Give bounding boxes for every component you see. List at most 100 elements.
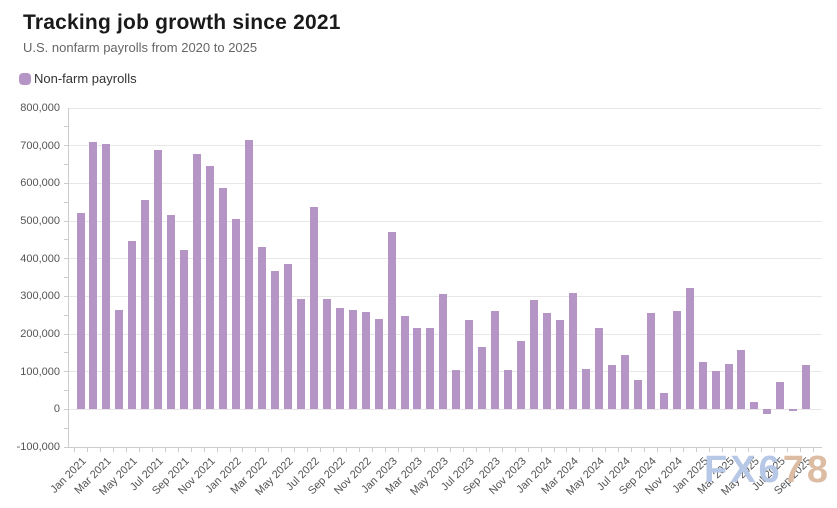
bar-jun-2022[interactable] — [296, 298, 305, 410]
bar-oct-2021[interactable] — [193, 154, 202, 410]
bar-jun-2024[interactable] — [607, 364, 616, 410]
chart-subtitle: U.S. nonfarm payrolls from 2020 to 2025 — [23, 40, 258, 55]
y-axis-label: 500,000 — [20, 215, 60, 227]
x-axis-tick — [773, 448, 775, 452]
bar-jan-2022[interactable] — [232, 219, 241, 410]
bar-apr-2025[interactable] — [737, 349, 746, 410]
bar-jul-2024[interactable] — [620, 355, 629, 410]
bar-nov-2023[interactable] — [517, 340, 526, 410]
bar-sep-2021[interactable] — [180, 249, 189, 410]
x-axis-tick — [410, 448, 412, 452]
y-axis-tick — [64, 145, 68, 147]
y-axis-label: 0 — [53, 403, 60, 416]
bar-apr-2022[interactable] — [270, 270, 279, 410]
bar-nov-2021[interactable] — [206, 165, 215, 410]
bar-mar-2024[interactable] — [568, 292, 577, 410]
x-axis-tick — [566, 448, 568, 452]
gridline — [68, 145, 822, 147]
bar-aug-2024[interactable] — [633, 379, 642, 410]
bar-may-2021[interactable] — [128, 240, 137, 410]
x-axis-tick — [164, 448, 166, 452]
bar-dec-2023[interactable] — [530, 300, 539, 410]
bar-jan-2023[interactable] — [387, 231, 396, 410]
legend-label: Non-farm payrolls — [34, 71, 137, 86]
bar-nov-2024[interactable] — [672, 311, 681, 410]
y-axis-tick — [64, 126, 68, 128]
x-axis-tick — [540, 448, 542, 452]
x-axis-tick — [760, 448, 762, 452]
bar-jan-2025[interactable] — [698, 362, 707, 410]
y-axis-label: 800,000 — [20, 102, 60, 114]
x-axis-tick — [359, 448, 361, 452]
bar-may-2025[interactable] — [750, 402, 759, 410]
bar-jul-2021[interactable] — [154, 149, 163, 410]
bar-aug-2022[interactable] — [322, 299, 331, 410]
x-axis-tick — [670, 448, 672, 452]
bar-sep-2022[interactable] — [335, 308, 344, 410]
bar-jan-2024[interactable] — [543, 312, 552, 410]
bar-jul-2023[interactable] — [465, 320, 474, 410]
bar-oct-2024[interactable] — [659, 392, 668, 410]
bar-mar-2025[interactable] — [724, 364, 733, 410]
bar-feb-2023[interactable] — [400, 315, 409, 410]
bar-oct-2023[interactable] — [504, 369, 513, 410]
bar-jun-2023[interactable] — [452, 369, 461, 410]
y-axis-label: 200,000 — [20, 328, 60, 340]
bar-apr-2024[interactable] — [581, 368, 590, 410]
y-axis-tick — [64, 352, 68, 354]
legend-swatch-icon — [19, 72, 31, 85]
x-axis-tick — [786, 448, 788, 452]
bar-jan-2021[interactable] — [76, 213, 85, 410]
bar-feb-2021[interactable] — [89, 141, 98, 410]
bar-feb-2025[interactable] — [711, 370, 720, 410]
bar-mar-2022[interactable] — [257, 247, 266, 410]
x-axis-tick — [151, 448, 153, 452]
y-axis-tick — [64, 390, 68, 391]
gridline — [68, 408, 822, 410]
bar-apr-2021[interactable] — [115, 310, 124, 410]
y-axis-tick — [64, 408, 68, 410]
bar-oct-2022[interactable] — [348, 310, 357, 410]
gridline — [68, 107, 822, 109]
y-axis-label: 100,000 — [20, 365, 60, 378]
bar-dec-2021[interactable] — [219, 187, 228, 410]
bar-aug-2023[interactable] — [478, 347, 487, 410]
bar-jul-2022[interactable] — [309, 207, 318, 410]
bar-jun-2025[interactable] — [763, 409, 772, 415]
bar-jul-2025[interactable] — [776, 381, 785, 410]
bar-may-2023[interactable] — [439, 294, 448, 410]
y-axis-tick — [64, 371, 68, 373]
y-axis-tick — [64, 201, 68, 203]
x-axis-tick — [294, 448, 296, 452]
bar-nov-2022[interactable] — [361, 312, 370, 410]
x-axis-tick — [553, 448, 555, 452]
gridline — [68, 258, 822, 260]
y-axis-label: 400,000 — [20, 252, 60, 265]
y-axis-tick — [64, 239, 68, 241]
bar-mar-2021[interactable] — [102, 144, 111, 410]
y-axis-tick — [64, 314, 68, 316]
x-axis-tick — [709, 448, 711, 452]
bar-jun-2021[interactable] — [141, 199, 150, 410]
bar-aug-2025[interactable] — [789, 409, 798, 411]
bar-sep-2023[interactable] — [491, 310, 500, 410]
bar-dec-2024[interactable] — [685, 287, 694, 410]
y-axis-tick — [64, 427, 68, 429]
y-axis-tick — [64, 164, 68, 165]
legend-item-nonfarm-payrolls[interactable]: Non-farm payrolls — [19, 71, 137, 86]
bar-may-2022[interactable] — [283, 263, 292, 410]
bar-sep-2025[interactable] — [802, 364, 811, 410]
x-axis-tick — [255, 448, 257, 452]
x-axis-tick — [488, 448, 490, 452]
bar-may-2024[interactable] — [594, 327, 603, 410]
bar-sep-2024[interactable] — [646, 313, 655, 410]
bar-aug-2021[interactable] — [167, 214, 176, 410]
bar-feb-2022[interactable] — [244, 140, 253, 410]
bar-dec-2022[interactable] — [374, 319, 383, 410]
x-axis-tick — [696, 448, 698, 452]
bar-apr-2023[interactable] — [426, 327, 435, 410]
bar-mar-2023[interactable] — [413, 327, 422, 410]
bar-feb-2024[interactable] — [556, 320, 565, 410]
